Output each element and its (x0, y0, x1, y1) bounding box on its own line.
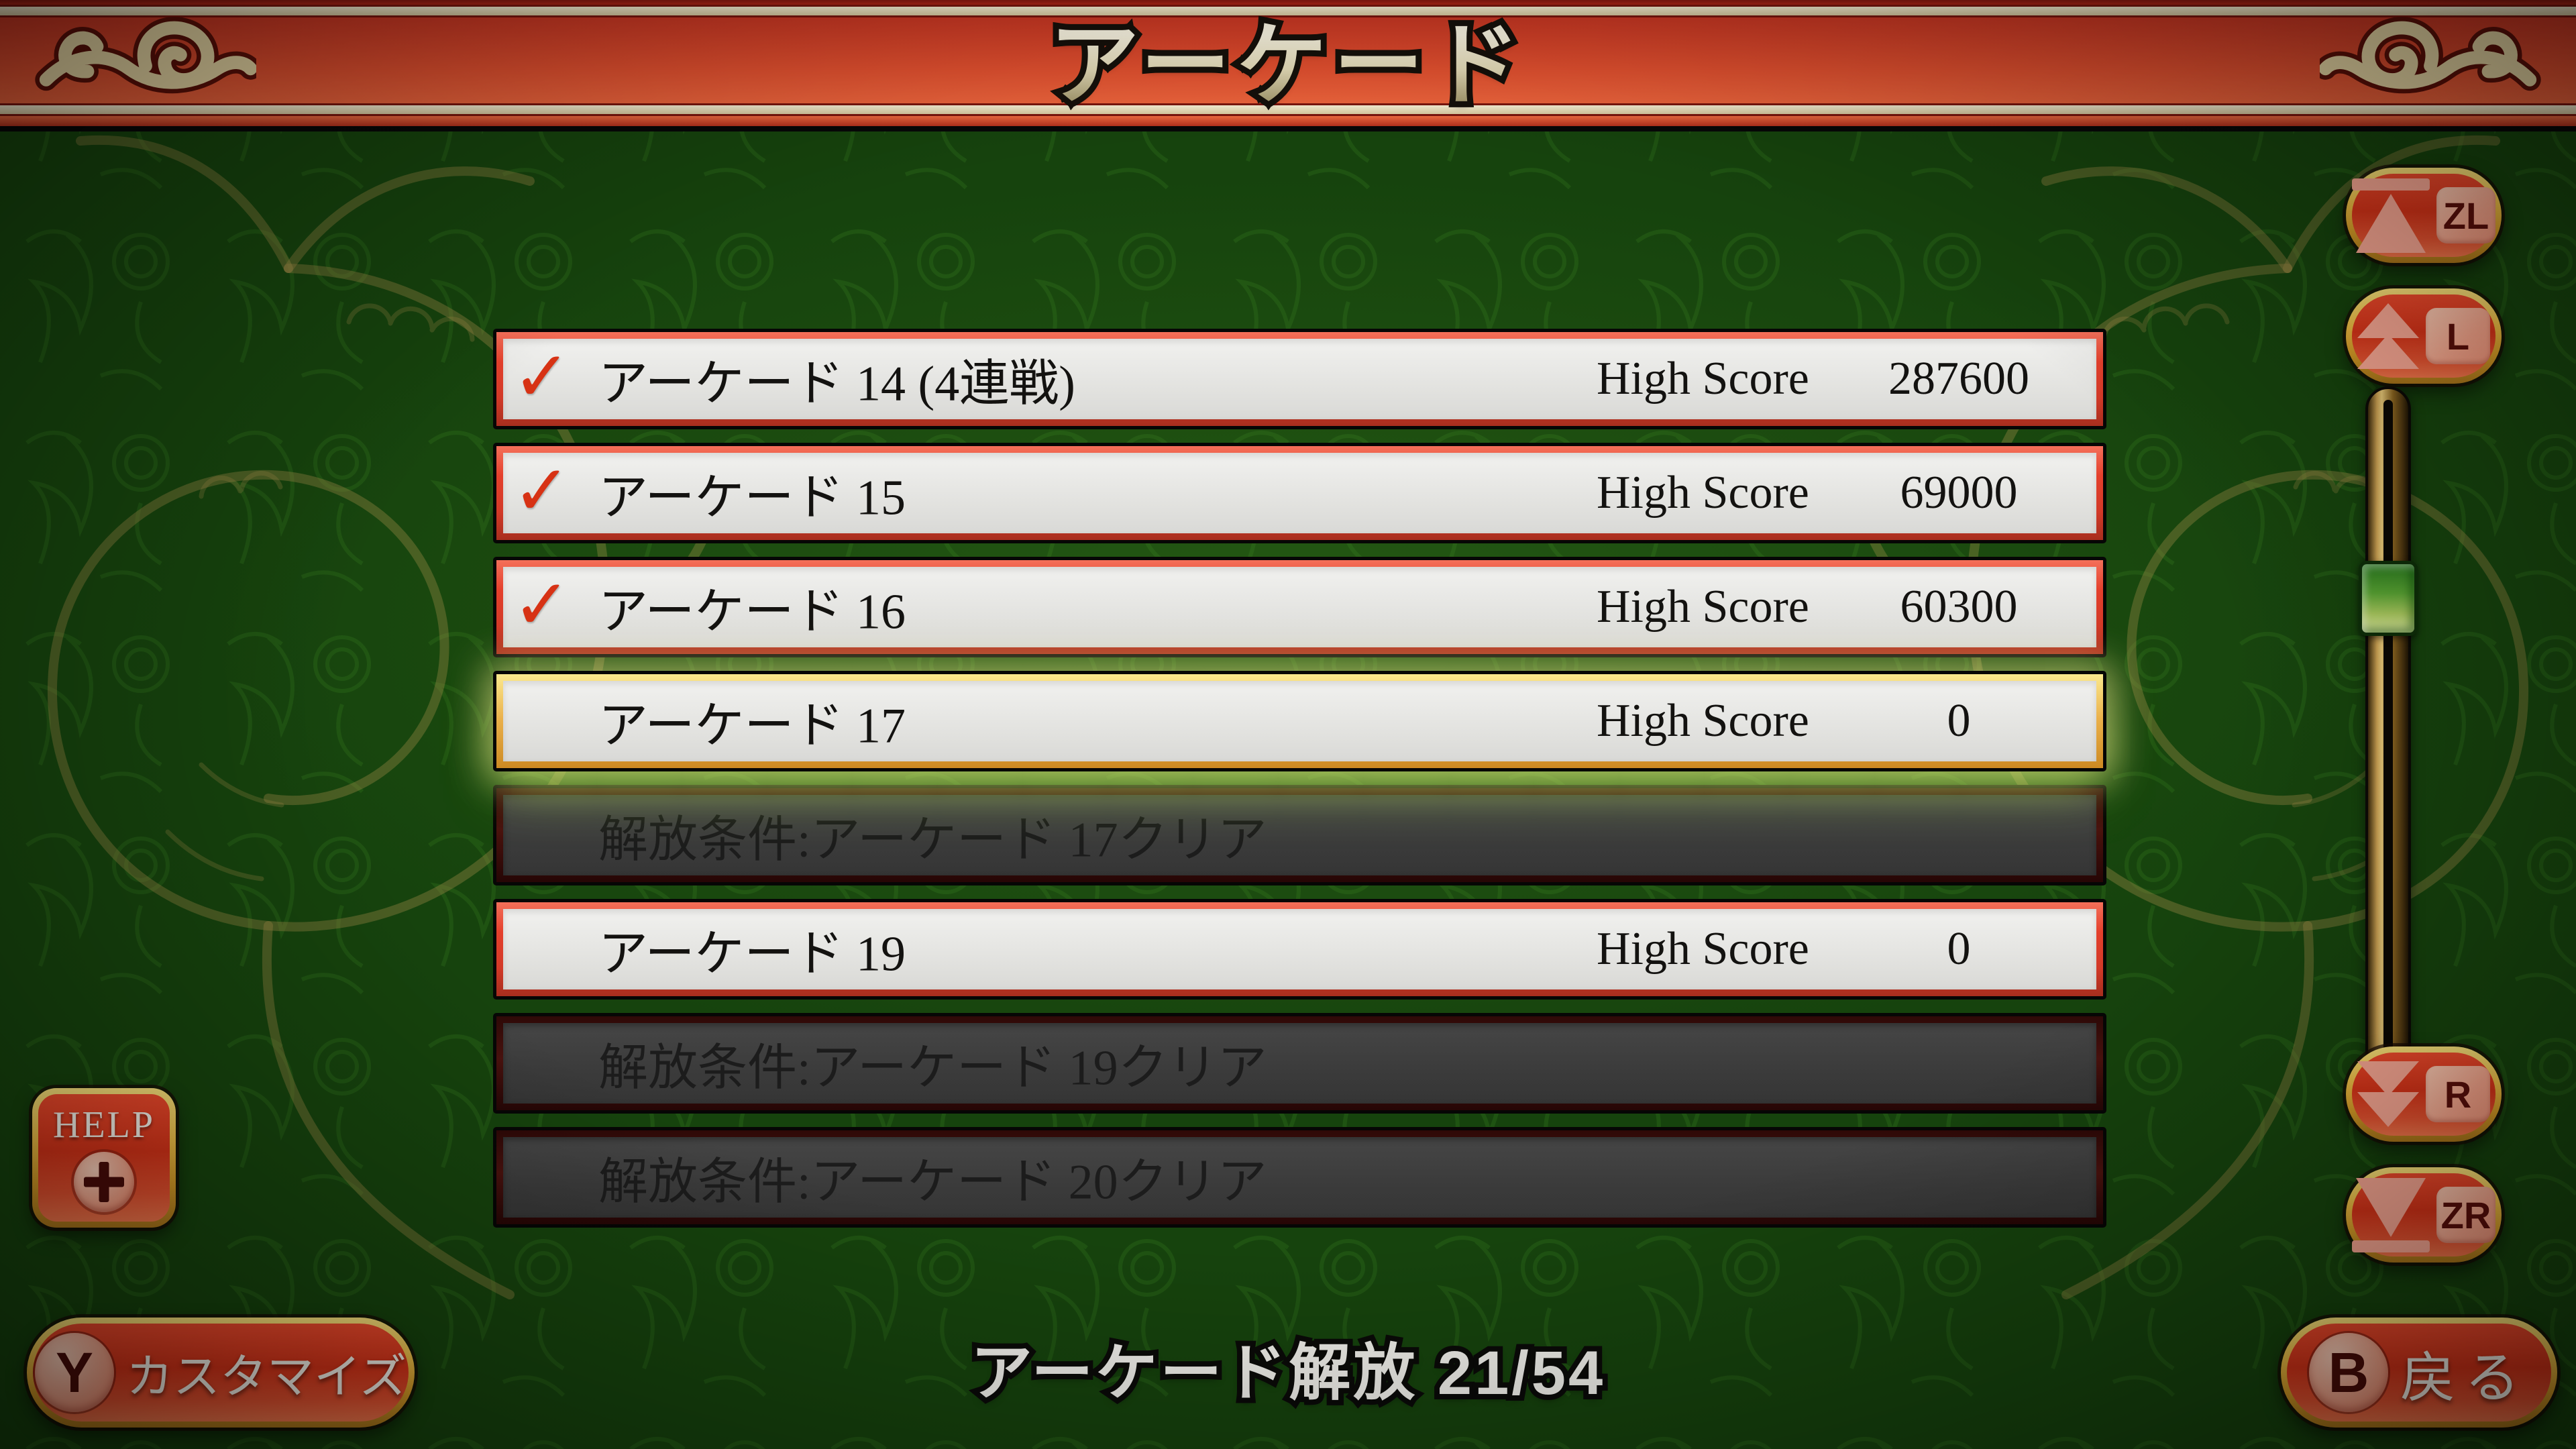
high-score-label: High Score (1597, 695, 1809, 747)
row-content: アーケード 17 High Score 0 (503, 681, 2096, 761)
arcade-stage-label: アーケード 17 (598, 698, 906, 754)
high-score-value: 0 (1947, 695, 1971, 747)
arcade-list-row[interactable]: アーケード 17 High Score 0 (493, 671, 2106, 771)
row-border-band: アーケード 17 High Score 0 (496, 674, 2103, 768)
